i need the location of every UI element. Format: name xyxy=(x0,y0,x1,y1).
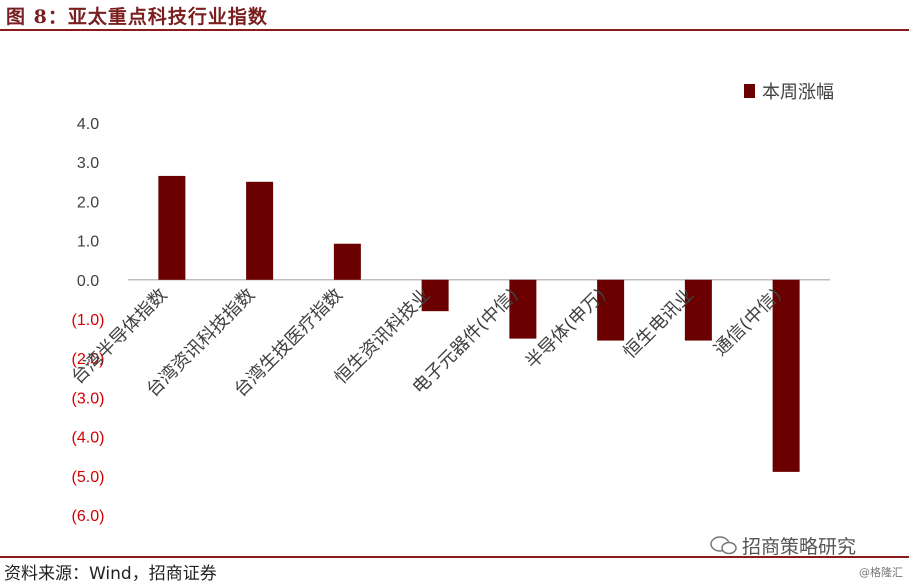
bar xyxy=(684,279,712,341)
y-tick-label: (2.0) xyxy=(72,351,105,368)
bar xyxy=(597,279,625,341)
bar xyxy=(158,175,186,280)
bottom-rule xyxy=(0,556,909,558)
bar xyxy=(421,279,449,312)
y-tick-label: (4.0) xyxy=(72,430,105,447)
bar xyxy=(246,181,274,280)
bars xyxy=(158,175,800,472)
legend: 本周涨幅 xyxy=(744,82,834,103)
y-tick-label: 2.0 xyxy=(77,194,99,211)
legend-label: 本周涨幅 xyxy=(762,82,834,103)
y-tick-labels: 4.0 3.0 2.0 1.0 0.0 (1.0) (2.0) (3.0) (4.0) (5.0)… xyxy=(72,116,105,525)
source-note: 资料来源：Wind，招商证券 xyxy=(4,564,217,584)
bar xyxy=(772,279,800,472)
watermark: 招商策略研究 xyxy=(742,536,857,558)
y-tick-label: (5.0) xyxy=(72,469,105,486)
legend-swatch xyxy=(744,84,755,98)
bar-chart: 4.0 3.0 2.0 1.0 0.0 (1.0) (2.0) (3.0) (4.0) (5.0)… xyxy=(67,82,834,525)
wechat-icon xyxy=(710,536,737,555)
bar xyxy=(509,279,537,339)
y-tick-label: 3.0 xyxy=(77,155,99,172)
y-tick-label: (3.0) xyxy=(72,390,105,407)
y-tick-label: (1.0) xyxy=(72,312,105,329)
y-tick-label: 0.0 xyxy=(77,273,99,290)
figure-title: 图 8：亚太重点科技行业指数 xyxy=(6,6,268,28)
y-tick-label: 4.0 xyxy=(77,116,99,133)
y-tick-label: 1.0 xyxy=(77,234,99,251)
top-rule xyxy=(0,29,909,31)
credit-text: @格隆汇 xyxy=(859,566,903,579)
bar xyxy=(333,243,361,280)
y-tick-label: (6.0) xyxy=(72,508,105,525)
